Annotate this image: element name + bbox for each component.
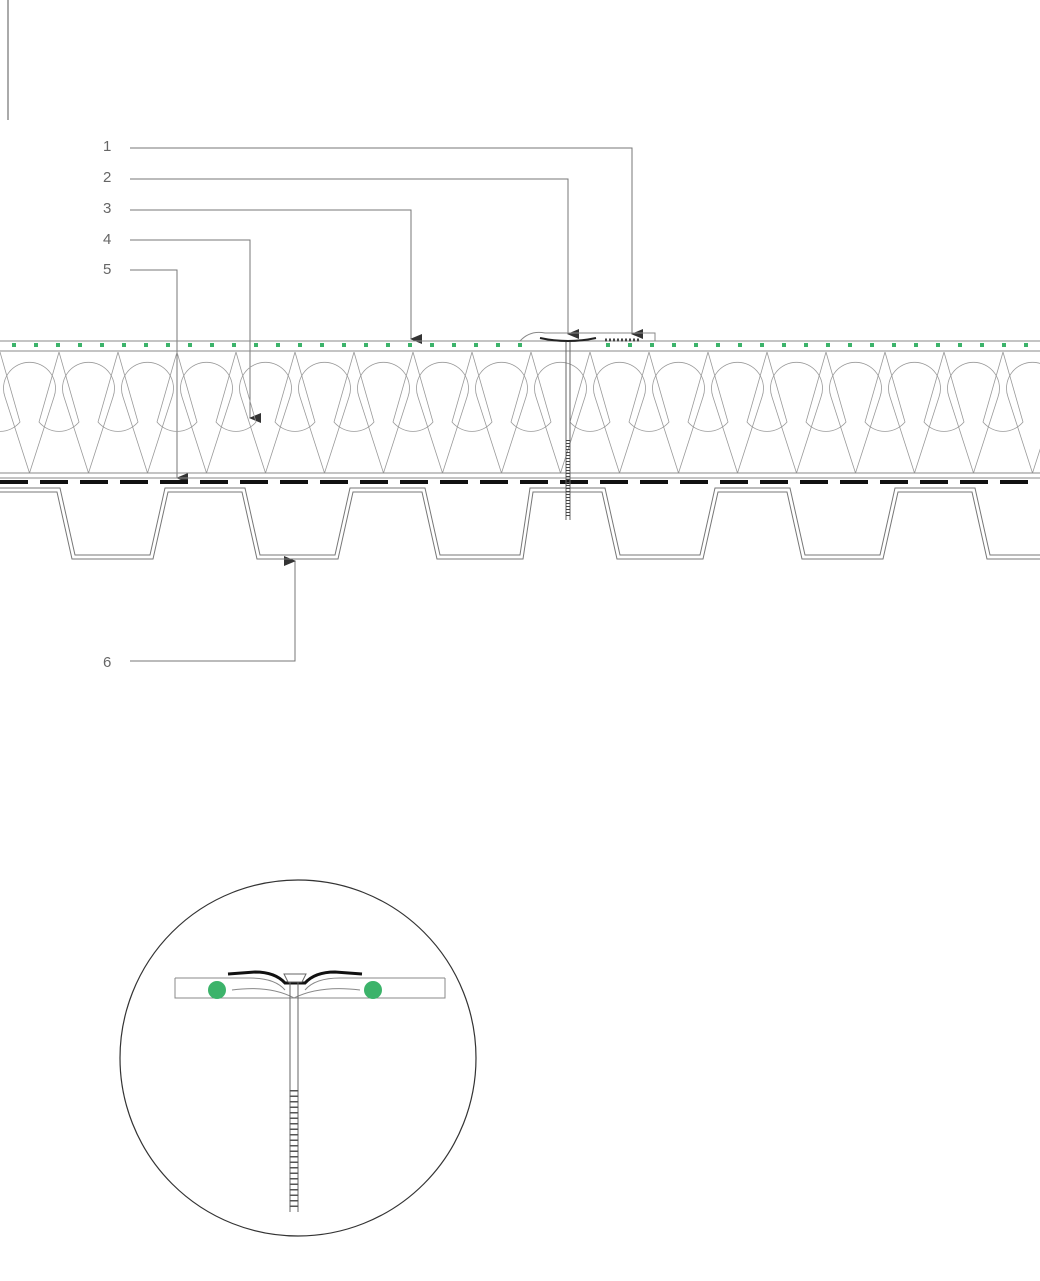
membrane-dot [826, 343, 830, 347]
membrane-dot [276, 343, 280, 347]
membrane-dot [628, 343, 632, 347]
membrane-dot [78, 343, 82, 347]
membrane-dot [320, 343, 324, 347]
label-6: 6 [103, 654, 111, 671]
membrane-dot [958, 343, 962, 347]
membrane-dot [100, 343, 104, 347]
membrane-dot [782, 343, 786, 347]
membrane-dot [122, 343, 126, 347]
membrane-dot [474, 343, 478, 347]
fastener [565, 342, 571, 520]
membrane-dot [738, 343, 742, 347]
membrane-dot [1024, 343, 1028, 347]
membrane-dot [980, 343, 984, 347]
label-5: 5 [103, 261, 111, 278]
membrane-dot [760, 343, 764, 347]
label-3: 3 [103, 200, 111, 217]
membrane-dot [606, 343, 610, 347]
membrane-dot [166, 343, 170, 347]
membrane-dot [210, 343, 214, 347]
membrane [0, 331, 1040, 352]
membrane-dot [452, 343, 456, 347]
membrane-dot [188, 343, 192, 347]
membrane-dot [716, 343, 720, 347]
membrane-dot [650, 343, 654, 347]
membrane-dot [56, 343, 60, 347]
membrane-dot [496, 343, 500, 347]
membrane-dot [386, 343, 390, 347]
leader-1 [130, 147, 643, 339]
steel-deck [0, 487, 1040, 560]
membrane-dot [892, 343, 896, 347]
leader-6 [130, 556, 296, 662]
label-2: 2 [103, 169, 111, 186]
membrane-dot [1002, 343, 1006, 347]
membrane-dot [914, 343, 918, 347]
membrane-dot [804, 343, 808, 347]
membrane-dot [694, 343, 698, 347]
membrane-dot [254, 343, 258, 347]
detail-circle [119, 879, 477, 1237]
membrane-dot [298, 343, 302, 347]
membrane-dot [364, 343, 368, 347]
membrane-dot [936, 343, 940, 347]
membrane-dot [12, 343, 16, 347]
membrane-dot [408, 343, 412, 347]
membrane-dot [672, 343, 676, 347]
membrane-dot [34, 343, 38, 347]
label-1: 1 [103, 138, 111, 155]
insulation [0, 352, 1040, 473]
leader-3 [130, 209, 422, 344]
label-4: 4 [103, 231, 111, 248]
membrane-dot [848, 343, 852, 347]
membrane-dot [430, 343, 434, 347]
membrane-dot [518, 343, 522, 347]
leader-2 [130, 178, 579, 339]
membrane-dot [144, 343, 148, 347]
membrane-dot [870, 343, 874, 347]
membrane-dot [232, 343, 236, 347]
membrane-dot [342, 343, 346, 347]
